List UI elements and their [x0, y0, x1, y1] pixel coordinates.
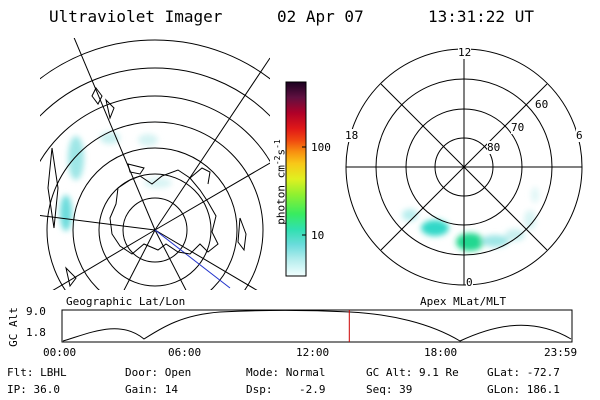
ip-info: IP: 36.0 — [7, 383, 60, 396]
door-info: Door: Open — [125, 366, 192, 379]
time-tick-0600: 06:00 — [168, 346, 202, 359]
gain-info: Gain: 14 — [125, 383, 178, 396]
mlt-label-12: 12 — [458, 46, 472, 59]
altitude-strip-plot — [61, 309, 573, 343]
mlt-label-0: 0 — [466, 276, 473, 289]
dsp-info: Dsp: -2.9 — [246, 383, 326, 396]
colorbar-tick-100: 100 — [311, 141, 331, 154]
glon-info: GLon: 186.1 — [487, 383, 560, 396]
mode-info: Mode: Normal — [246, 366, 326, 379]
colorbar-unit-text: photon cm — [274, 165, 288, 225]
aurora-emission — [60, 132, 172, 231]
colorbar-exp2: -1 — [273, 139, 282, 149]
mlat-label-70: 70 — [511, 121, 525, 134]
time-tick-0000: 00:00 — [43, 346, 77, 359]
altitude-ytick-high: 9.0 — [26, 305, 46, 318]
antarctica-coastline — [47, 87, 247, 288]
observation-time: 13:31:22 UT — [428, 7, 534, 26]
sequence-info: Seq: 39 — [366, 383, 413, 396]
filter-info: Flt: LBHL — [7, 366, 67, 379]
mlt-label-6: 6 — [576, 129, 583, 142]
mlt-label-18: 18 — [345, 129, 359, 142]
mlat-label-80: 80 — [487, 141, 501, 154]
colorbar-label: photon cm-2s-1 — [273, 122, 288, 242]
colorbar-unit2: s — [274, 148, 288, 156]
time-tick-1200: 12:00 — [296, 346, 330, 359]
instrument-title: Ultraviolet Imager — [49, 7, 223, 26]
auroral-oval — [402, 187, 539, 251]
magnetic-polar-plot — [345, 48, 583, 286]
gc-altitude-info: GC Alt: 9.1 Re — [366, 366, 459, 379]
colorbar-exp1: -2 — [273, 155, 282, 166]
time-tick-1800: 18:00 — [424, 346, 458, 359]
altitude-ylabel: GC Alt — [7, 307, 20, 347]
glat-info: GLat: -72.7 — [487, 366, 560, 379]
colorbar-tick-10: 10 — [311, 229, 325, 242]
altitude-ytick-low: 1.8 — [26, 326, 46, 339]
magnetic-caption: Apex MLat/MLT — [420, 295, 507, 308]
geographic-caption: Geographic Lat/Lon — [66, 295, 186, 308]
time-tick-2359: 23:59 — [544, 346, 578, 359]
observation-date: 02 Apr 07 — [277, 7, 364, 26]
colorbar — [285, 81, 307, 277]
mlat-label-60: 60 — [535, 98, 549, 111]
geographic-map — [40, 38, 270, 290]
